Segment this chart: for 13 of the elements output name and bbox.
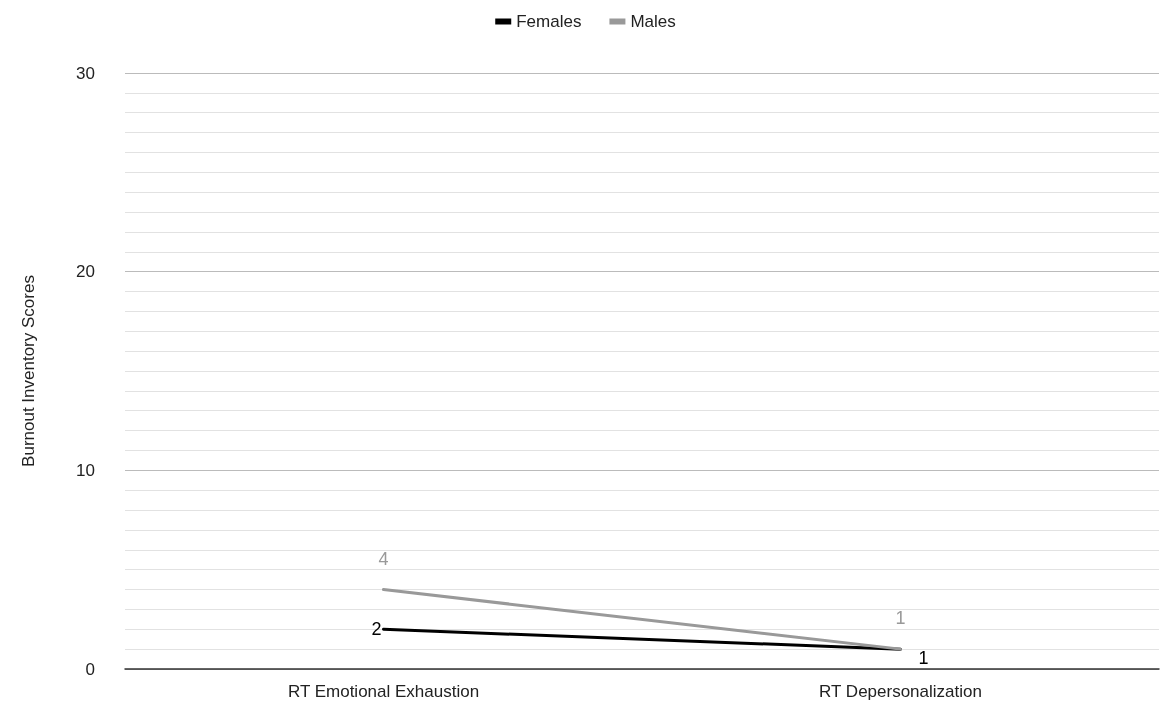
y-tick-label: 20 [76,262,95,282]
x-tick-label: RT Depersonalization [819,682,982,701]
y-tick-label: 0 [85,659,95,679]
legend-label: Females [516,12,582,31]
y-tick-label: 30 [76,63,95,83]
x-tick-label: RT Emotional Exhaustion [287,682,480,701]
y-axis-title: Burnout Inventory Scores [19,275,38,467]
y-tick-label: 10 [76,460,95,480]
data-label: 4 [378,548,389,569]
data-label: 1 [918,648,929,669]
data-label: 1 [895,608,906,629]
data-label: 2 [371,619,382,640]
legend-label: Males [630,12,676,31]
